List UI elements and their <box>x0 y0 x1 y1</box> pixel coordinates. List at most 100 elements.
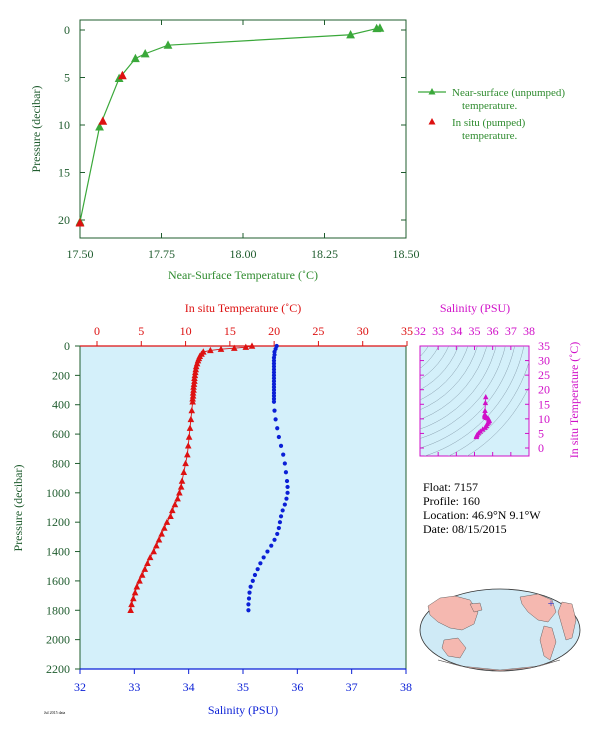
near-surface-y-axis-label: Pressure (decibar) <box>29 86 43 173</box>
salinity-profile-point <box>271 387 277 393</box>
temperature-profile-point <box>178 477 186 484</box>
legend-marker-pumped <box>428 118 436 125</box>
temperature-profile-point <box>248 342 256 349</box>
map-land-asia <box>427 595 479 631</box>
profile-pressure-tick-label: 1200 <box>46 515 70 529</box>
salinity-profile-point <box>271 390 277 396</box>
temperature-profile-point <box>177 483 185 490</box>
temperature-profile-point <box>185 433 193 440</box>
ts-temperature-tick-label: 20 <box>538 383 550 397</box>
temperature-axis-tick-label: 0 <box>94 324 100 338</box>
salinity-profile-point <box>271 382 277 387</box>
salinity-profile-point <box>284 496 289 501</box>
near-surface-unpumped-point <box>372 23 382 33</box>
temperature-profile-point <box>189 392 197 399</box>
profile-y-axis-label: Pressure (decibar) <box>11 465 25 552</box>
ts-data-marks <box>473 394 493 440</box>
temperature-profile-point <box>192 362 200 370</box>
ts-x-axis-label: Salinity (PSU) <box>440 301 510 315</box>
near-surface-y-tick-label: 0 <box>64 23 70 37</box>
salinity-profile-point <box>271 361 277 366</box>
salinity-profile-point <box>269 543 274 548</box>
salinity-axis-tick-label: 36 <box>291 680 303 694</box>
salinity-profile-point <box>284 478 290 484</box>
salinity-profile-point <box>271 376 277 381</box>
temperature-profile-point <box>127 606 134 613</box>
legend-label-pumped: In situ (pumped) temperature. <box>452 117 528 142</box>
temperature-axis-ticks: 0 5 10 15 20 25 30 35 <box>94 324 413 346</box>
temperature-profile-point <box>128 600 135 608</box>
temperature-profile-point <box>158 530 165 537</box>
float-info: Float: 7157 Profile: 160 Location: 46.9°… <box>423 480 541 536</box>
near-surface-data-marks <box>75 23 385 227</box>
salinity-profile-point <box>247 590 252 595</box>
ts-temperature-tick-label: 10 <box>538 412 550 426</box>
profile-chart: 0 5 10 15 20 25 30 35 32 33 34 35 36 37 38 0 200 400 600… <box>11 301 413 717</box>
temperature-profile-point <box>190 380 198 387</box>
salinity-profile-point <box>246 602 251 607</box>
temperature-profile-point <box>138 571 146 578</box>
salinity-profile-point <box>273 417 278 422</box>
salinity-axis-ticks: 32 33 34 35 36 37 38 <box>74 669 412 694</box>
salinity-profile-point <box>258 561 263 566</box>
profile-data-marks <box>127 342 290 613</box>
temperature-profile-point <box>161 524 168 531</box>
salinity-profile-point <box>271 393 277 399</box>
profile-pressure-tick-label: 800 <box>52 456 70 470</box>
ts-y-axis-label: In situ Temperature (˚C) <box>567 342 581 459</box>
float-location-marker: + <box>548 596 555 610</box>
profile-pressure-tick-label: 1800 <box>46 603 70 617</box>
salinity-profile-point <box>285 484 290 490</box>
ts-salinity-tick-label: 35 <box>469 324 481 338</box>
temperature-axis-tick-label: 30 <box>357 324 369 338</box>
map-land-south-america <box>539 625 557 661</box>
temperature-profile-point <box>171 500 179 508</box>
temperature-profile-point <box>189 398 196 405</box>
salinity-profile-point <box>271 358 277 363</box>
temperature-profile-point <box>130 594 137 602</box>
salinity-axis-tick-label: 38 <box>400 680 412 694</box>
temperature-profile-point <box>217 345 225 352</box>
near-surface-pumped-point <box>117 70 127 80</box>
salinity-profile-point <box>252 572 258 578</box>
ts-salinity-tick-label: 38 <box>523 324 535 338</box>
ts-temperature-tick-label: 35 <box>538 339 550 353</box>
temperature-profile-point <box>180 468 188 475</box>
ts-salinity-ticks: 32 33 34 35 36 37 38 <box>414 324 535 456</box>
profile-pressure-tick-label: 2000 <box>46 633 70 647</box>
temperature-profile-point <box>190 386 197 393</box>
legend-label-pumped-line2: temperature. <box>462 130 518 142</box>
salinity-profile-point <box>271 385 277 390</box>
temperature-profile-point <box>150 547 157 555</box>
temperature-axis-tick-label: 15 <box>224 324 236 338</box>
temperature-axis-label: In situ Temperature (˚C) <box>185 301 302 315</box>
salinity-profile-point <box>283 470 289 475</box>
temperature-profile-point <box>192 368 199 376</box>
near-surface-legend: Near-surface (unpumped) temperature. In … <box>418 87 565 142</box>
ts-point <box>482 407 488 413</box>
ts-point <box>473 433 480 440</box>
temperature-axis-tick-label: 25 <box>312 324 324 338</box>
salinity-profile-point <box>282 461 287 466</box>
profile-number-text: Profile: 160 <box>423 494 480 508</box>
salinity-profile-point <box>275 531 280 537</box>
legend-label-unpumped-line2: temperature. <box>462 100 518 112</box>
near-surface-chart: 17.50 17.75 18.00 18.25 18.50 0 5 10 15 20 Near-… <box>29 19 565 282</box>
temperature-profile-point <box>168 506 176 514</box>
salinity-profile-point <box>271 367 277 372</box>
temperature-profile-point <box>174 495 181 502</box>
salinity-profile-point <box>278 443 284 448</box>
temperature-profile-point <box>230 344 238 351</box>
salinity-axis-tick-label: 35 <box>237 680 249 694</box>
profile-plot-frame <box>79 345 407 670</box>
salinity-profile-point <box>271 373 277 378</box>
salinity-profile-point <box>272 408 277 413</box>
footer-text: Jul 2015 data <box>44 710 66 715</box>
temperature-axis-tick-label: 35 <box>401 324 413 338</box>
salinity-profile-point <box>271 355 277 360</box>
near-surface-pumped-point <box>75 218 85 227</box>
near-surface-x-axis-label: Near-Surface Temperature (˚C) <box>168 268 318 282</box>
temperature-profile-point <box>191 377 198 384</box>
world-map: + <box>419 588 581 672</box>
